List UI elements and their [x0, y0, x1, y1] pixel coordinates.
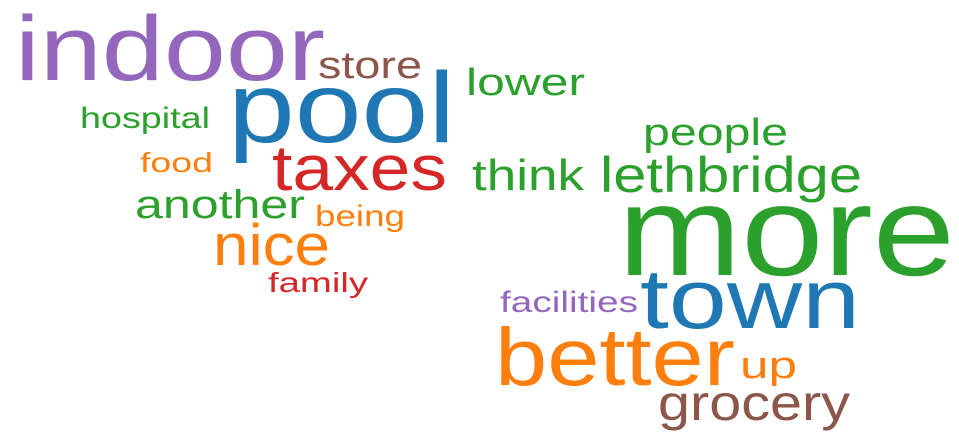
word: town — [640, 252, 860, 346]
word: family — [268, 267, 368, 298]
word: lower — [466, 62, 585, 104]
word: taxes — [272, 132, 447, 204]
word: people — [643, 112, 788, 154]
word: store — [318, 45, 422, 87]
word: food — [140, 147, 213, 178]
word: up — [740, 345, 797, 387]
word: think — [472, 151, 585, 200]
word: another — [135, 183, 305, 227]
word: more — [618, 160, 955, 303]
word: hospital — [80, 102, 210, 135]
word: better — [495, 312, 735, 403]
word: lethbridge — [600, 147, 862, 203]
word: being — [315, 200, 405, 233]
word: facilities — [500, 286, 638, 319]
word: nice — [213, 213, 330, 278]
word: grocery — [658, 375, 850, 431]
word: pool — [228, 52, 455, 164]
word: indoor — [15, 0, 325, 100]
